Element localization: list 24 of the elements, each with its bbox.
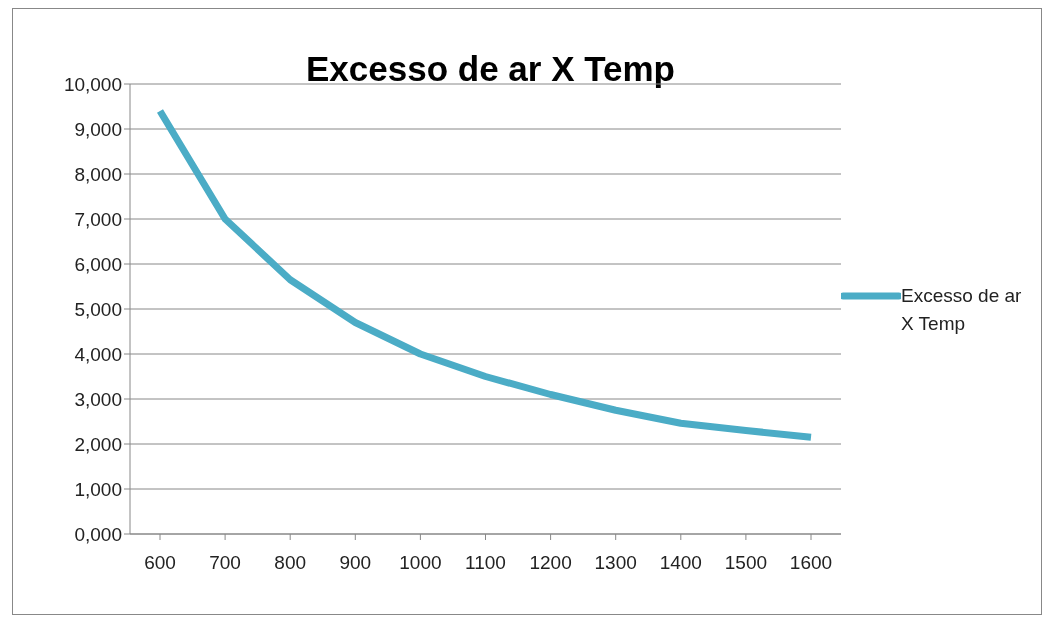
y-tick-label: 1,000 (74, 478, 122, 500)
y-tick-label: 10,000 (63, 73, 122, 95)
y-tick-label: 7,000 (74, 208, 122, 230)
x-tick-label: 1300 (594, 552, 637, 574)
x-tick-label: 700 (209, 552, 241, 574)
y-tick-label: 3,000 (74, 388, 122, 410)
y-tick-label: 9,000 (74, 118, 122, 140)
legend-label: Excesso de ar X Temp (901, 283, 1023, 336)
y-tick-label: 5,000 (74, 298, 122, 320)
y-tick-label: 4,000 (74, 343, 122, 365)
x-tick-label: 900 (339, 552, 372, 574)
chart-title: Excesso de ar X Temp (305, 49, 676, 89)
x-tick-label: 1600 (789, 552, 833, 574)
x-tick-label: 1000 (399, 552, 442, 574)
y-tick-label: 2,000 (74, 433, 122, 455)
y-tick-label: 0,000 (74, 523, 122, 545)
x-tick-label: 1100 (465, 552, 506, 574)
x-tick-label: 1200 (529, 552, 572, 574)
y-tick-label: 8,000 (74, 163, 122, 185)
y-tick-label: 6,000 (74, 253, 122, 275)
x-tick-label: 800 (274, 552, 307, 574)
x-tick-label: 1400 (659, 552, 702, 574)
x-tick-label: 1500 (724, 552, 768, 574)
x-tick-label: 600 (144, 552, 176, 574)
